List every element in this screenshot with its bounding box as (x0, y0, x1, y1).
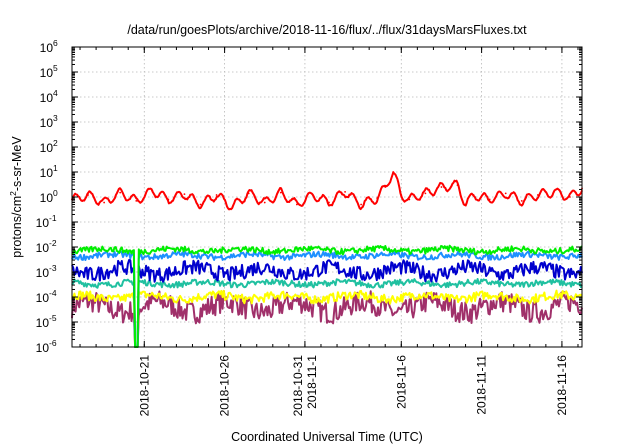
data-point (360, 203, 363, 206)
series-line (71, 278, 583, 348)
y-tick-exponent: -5 (49, 313, 57, 323)
y-tick-label: 10-5 (36, 313, 57, 330)
y-tick-exponent: -6 (49, 338, 57, 348)
data-point (569, 196, 571, 198)
y-tick-exponent: 2 (53, 138, 58, 148)
data-point (231, 206, 234, 208)
data-point (552, 190, 555, 193)
y-tick-exponent: 0 (53, 188, 58, 198)
data-point (536, 194, 539, 196)
y-axis-label-base: protons/cm (10, 196, 24, 258)
data-point (424, 192, 427, 195)
data-point (400, 194, 403, 196)
x-tick-label: 2018-11-16 (555, 355, 569, 416)
x-tick-label: 2018-10-31 (291, 355, 305, 417)
y-tick-label: 10-4 (36, 288, 57, 305)
y-tick-exponent: -2 (49, 238, 57, 248)
y-axis-label-sup: 2 (8, 191, 18, 196)
data-point (376, 197, 379, 200)
y-tick-label: 10-2 (36, 238, 57, 255)
series-line (71, 259, 583, 348)
data-point (247, 192, 250, 195)
x-tick-label: 2018-11-1 (305, 355, 319, 409)
y-tick-exponent: 6 (53, 38, 58, 48)
x-tick-label: 2018-11-6 (394, 355, 408, 409)
y-tick-exponent: -1 (49, 213, 57, 223)
chart-title: /data/run/goesPlots/archive/2018-11-16/f… (127, 23, 527, 37)
data-point (263, 201, 266, 204)
y-tick-label: 105 (40, 63, 58, 80)
data-point (312, 194, 314, 196)
y-tick-exponent: -4 (49, 288, 57, 298)
y-axis-label: protons/cm2-s-sr-MeV (8, 136, 24, 258)
data-point (464, 203, 467, 206)
data-point (504, 192, 507, 195)
data-point (472, 194, 475, 196)
data-point (119, 191, 122, 194)
data-point (344, 190, 346, 193)
data-point (488, 198, 491, 201)
data-point (87, 194, 89, 196)
data-point (440, 186, 443, 188)
y-tick-exponent: 3 (53, 113, 58, 123)
data-point (384, 186, 387, 188)
y-tick-label: 102 (40, 138, 58, 155)
data-point (103, 201, 106, 204)
y-tick-label: 101 (40, 163, 58, 180)
y-axis-label-rest: -s-sr-MeV (10, 136, 24, 192)
y-tick-exponent: -3 (49, 263, 57, 273)
y-tick-label: 103 (40, 113, 58, 130)
data-point (135, 199, 138, 202)
y-tick-label: 100 (40, 188, 58, 205)
series-group (71, 171, 583, 348)
y-tick-exponent: 4 (53, 88, 58, 98)
data-point (199, 203, 202, 206)
y-tick-exponent: 1 (53, 163, 58, 173)
data-point (408, 198, 411, 201)
data-point (392, 171, 395, 173)
x-axis: 2018-10-21 2018-10-26 2018-10-31 2018-11-1 2… (79, 47, 579, 417)
data-point (215, 194, 218, 196)
y-axis: 10-610-510-410-310-210-11001011021031041… (36, 38, 582, 355)
series-line (71, 289, 583, 348)
y-tick-label: 10-6 (36, 338, 57, 355)
data-point (167, 198, 170, 201)
data-point (328, 201, 330, 204)
data-point (151, 189, 154, 192)
y-tick-exponent: 5 (53, 63, 58, 73)
series-line (71, 244, 583, 348)
series-line (71, 250, 583, 348)
y-tick-label: 106 (40, 38, 58, 55)
y-tick-label: 10-3 (36, 263, 57, 280)
y-tick-label: 104 (40, 88, 58, 105)
x-tick-label: 2018-10-21 (137, 355, 151, 417)
data-point (520, 199, 523, 202)
data-point (456, 184, 459, 186)
data-point (295, 203, 298, 206)
y-tick-label: 10-1 (36, 213, 57, 230)
x-tick-label: 2018-10-26 (218, 355, 232, 417)
data-point (183, 193, 186, 196)
x-axis-label: Coordinated Universal Time (UTC) (231, 430, 423, 444)
x-tick-label: 2018-11-11 (475, 355, 489, 415)
data-point (279, 191, 282, 194)
series-line-red (71, 171, 583, 211)
